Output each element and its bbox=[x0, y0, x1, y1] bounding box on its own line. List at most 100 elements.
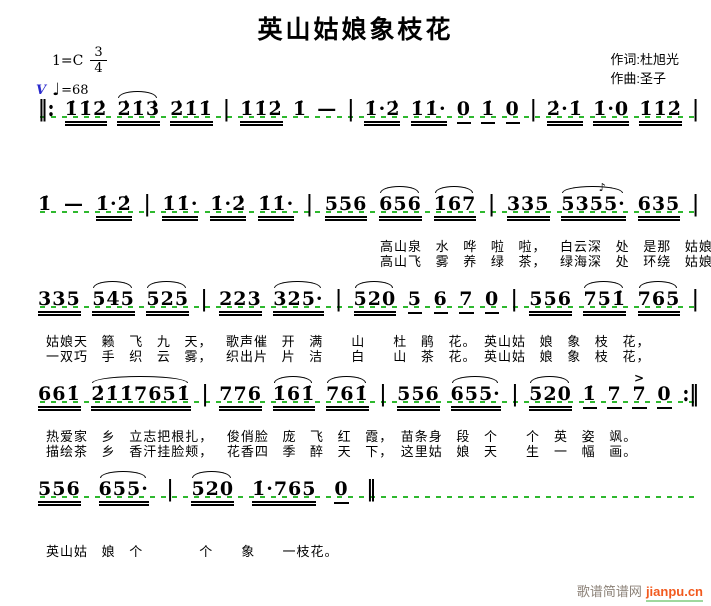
note-group: 1̇ bbox=[292, 98, 308, 120]
barline: | bbox=[335, 285, 342, 313]
barline: | bbox=[200, 285, 208, 313]
note-group: 2̇1̇1̇ bbox=[170, 99, 213, 126]
barline: | bbox=[143, 190, 151, 218]
lyric-line: 英山姑 娘 个 个 象 一枝花。 bbox=[46, 544, 339, 559]
barline: | bbox=[305, 190, 313, 218]
rest: 0 bbox=[334, 479, 349, 504]
staff-guide-line bbox=[40, 306, 699, 308]
notation-row: 556 655· | 520 1̇·765 0 ‖ bbox=[38, 471, 376, 512]
time-signature-numerator: 3 bbox=[90, 46, 107, 61]
staff-system-3: 335 545 525 | 223 325· | 520 5 6 7 0 | 556 751̇ 765 | 姑娘天… bbox=[38, 281, 699, 376]
note-group: 7 bbox=[632, 384, 647, 409]
note-group: 1̇67 bbox=[433, 186, 477, 221]
staff-guide-line bbox=[40, 401, 699, 403]
barline: | bbox=[692, 190, 699, 218]
barline: | bbox=[347, 95, 355, 123]
staff-system-4: 661̇ 2̇1̇1̇7651̇ | 776 1̇61̇ 761̇ | 556 655· | 520… bbox=[38, 376, 699, 471]
note-group: 761̇ bbox=[326, 376, 369, 411]
note-group: 520 bbox=[529, 376, 572, 411]
key-label: 1=C bbox=[52, 52, 84, 69]
lyric-line: 姑娘天 籁 飞 九 天， 歌声催 开 满 山 杜 鹃 花。 英山姑 娘 象 枝 … bbox=[46, 334, 651, 349]
note-group: 1̇61̇ bbox=[272, 376, 316, 411]
note-group: 1̇1̇· bbox=[162, 194, 199, 221]
note-group: 2̇1̇3̇ bbox=[117, 91, 161, 126]
note-group: 223 bbox=[219, 289, 262, 316]
barline: | bbox=[511, 380, 519, 408]
notation-row: 1̇ — 1̇·2̇ | 1̇1̇· 1̇·2̇ 1̇1̇· | 556 656 1̇67 | 335 5… bbox=[38, 177, 699, 227]
note-group: 556 bbox=[324, 194, 368, 221]
key-signature-block: 1=C 3 4 V ♩ =68 bbox=[36, 46, 107, 100]
barline: | bbox=[529, 95, 537, 123]
key-row: 1=C 3 4 bbox=[52, 46, 107, 75]
note-group: 2̇·1̇ bbox=[546, 99, 583, 126]
note-group: 5355· bbox=[561, 177, 626, 221]
note-group: 1̇ bbox=[481, 99, 496, 124]
credits: 作词:杜旭光 作曲:圣子 bbox=[610, 50, 679, 88]
note-group: 1̇1̇· bbox=[410, 99, 447, 126]
barline: | bbox=[223, 95, 230, 123]
note-group: 1̇·2̇ bbox=[364, 99, 401, 126]
barline: :‖ bbox=[682, 380, 699, 408]
notation-row: ‖: 1̇1̇2̇ 2̇1̇3̇ 2̇1̇1̇ | 1̇1̇2̇ 1̇ — | 1̇·2̇ 1̇1̇… bbox=[38, 91, 699, 132]
page-title: 英山姑娘象枝花 bbox=[257, 17, 454, 44]
note-group: 7 bbox=[607, 384, 622, 409]
note-group: 1̇1̇2̇ bbox=[240, 99, 283, 126]
note-group: 1̇ bbox=[38, 193, 53, 215]
note-group: 751̇ bbox=[583, 281, 627, 316]
lyric-line: 热爱家 乡 立志把根扎， 俊俏脸 庞 飞 红 霞， 苗条身 段 个 个 英 姿 … bbox=[46, 429, 638, 444]
note-group: 520 bbox=[191, 471, 235, 506]
note-group: 545 bbox=[92, 281, 135, 316]
watermark-site-name: 歌谱简谱网 bbox=[576, 584, 642, 599]
barline: ‖ bbox=[366, 475, 376, 503]
note-group: — bbox=[317, 98, 338, 120]
barline: | bbox=[510, 285, 518, 313]
note-group: 556 bbox=[38, 479, 81, 506]
lyricist-credit: 作词:杜旭光 bbox=[610, 52, 679, 67]
note-group: — bbox=[64, 193, 85, 215]
note-group: 2̇1̇1̇7651̇ bbox=[91, 376, 191, 411]
watermark-site-url: jianpu.cn bbox=[645, 584, 703, 602]
note-group: 7 bbox=[459, 289, 474, 314]
note-group: 335 bbox=[38, 289, 81, 316]
rest: 0 bbox=[485, 289, 500, 314]
note-group: 1̇·0 bbox=[593, 99, 630, 126]
note-group: 776 bbox=[219, 384, 262, 411]
note-group: 655· bbox=[450, 376, 501, 411]
staff-guide-line bbox=[40, 211, 699, 213]
staff-system-5: 556 655· | 520 1̇·765 0 ‖ 英山姑 娘 个 个 象 一枝花。 bbox=[38, 471, 699, 566]
lyric-line: 描绘茶 乡 香汗挂脸颊， 花香四 季 醉 天 下， 这里姑 娘 天 生 一 幅 … bbox=[46, 444, 638, 459]
rest: 0 bbox=[505, 99, 520, 124]
barline: ‖: bbox=[38, 95, 55, 123]
lyric-line: 高山泉 水 哗 啦 啦， 白云深 处 是那 姑娘家， bbox=[380, 239, 711, 254]
note-group: 6 bbox=[433, 289, 448, 314]
note-group: 1̇1̇2̇ bbox=[64, 99, 108, 126]
note-group: 1̇1̇· bbox=[258, 194, 295, 221]
note-group: 5 bbox=[407, 289, 422, 314]
lyric-line: 高山飞 雾 养 绿 茶， 绿海深 处 环绕 姑娘家， bbox=[380, 254, 711, 269]
note-group: 1̇·765 bbox=[251, 479, 317, 506]
note-group: 1̇ bbox=[582, 384, 597, 409]
staff-guide-line bbox=[40, 116, 699, 118]
note-group: 1̇1̇2̇ bbox=[639, 99, 682, 126]
barline: | bbox=[201, 380, 209, 408]
staff-system-2: 1̇ — 1̇·2̇ | 1̇1̇· 1̇·2̇ 1̇1̇· | 556 656 1̇67 | 335 5… bbox=[38, 177, 711, 281]
watermark: 歌谱简谱网 jianpu.cn bbox=[576, 581, 703, 602]
note-group: 656 bbox=[379, 186, 422, 221]
barline: | bbox=[488, 190, 496, 218]
note-group: 635 bbox=[637, 194, 681, 221]
tempo-value: =68 bbox=[61, 82, 89, 98]
notation-row: 335 545 525 | 223 325· | 520 5 6 7 0 | 556 751̇ 765 | bbox=[38, 281, 699, 322]
staff-system-1: ‖: 1̇1̇2̇ 2̇1̇3̇ 2̇1̇1̇ | 1̇1̇2̇ 1̇ — | 1̇·2̇ 1̇1̇… bbox=[38, 91, 699, 186]
rest: 0 bbox=[456, 99, 472, 124]
barline: | bbox=[692, 95, 699, 123]
barline: | bbox=[691, 285, 699, 313]
note-group: 765 bbox=[637, 281, 681, 316]
note-group: 655· bbox=[98, 471, 149, 506]
staff-guide-line bbox=[40, 496, 699, 498]
note-group: 325· bbox=[273, 281, 324, 316]
barline: | bbox=[379, 380, 387, 408]
note-group: 520 bbox=[353, 281, 397, 316]
lyric-line: 一双巧 手 织 云 雾， 织出片 片 洁 白 山 茶 花。 英山姑 娘 象 枝 … bbox=[46, 349, 651, 364]
note-group: 556 bbox=[529, 289, 572, 316]
